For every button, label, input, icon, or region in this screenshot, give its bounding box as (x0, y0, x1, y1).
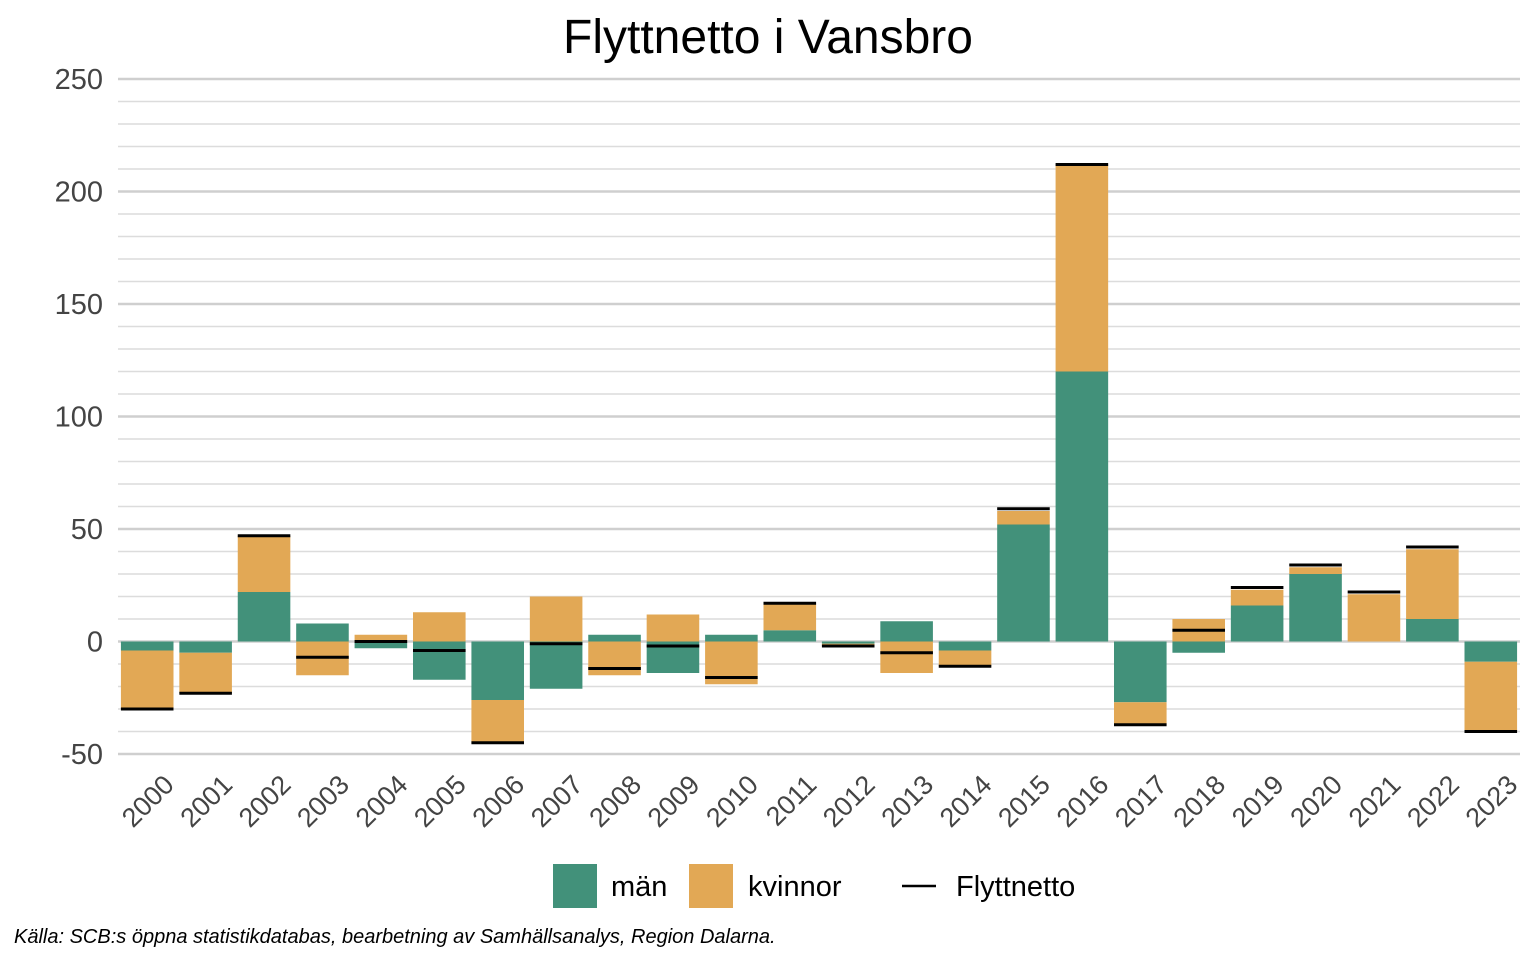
bar-segment (413, 641, 466, 680)
y-tick-label: 100 (55, 402, 103, 434)
bar-segment (1230, 605, 1284, 642)
x-tick-label: 2018 (1168, 769, 1232, 833)
bar-segment (821, 641, 875, 644)
bar-segment (938, 641, 992, 651)
bar-segment (1114, 641, 1167, 703)
x-tick-label: 2017 (1109, 769, 1173, 833)
bar-segment (1406, 549, 1459, 619)
net-markers (120, 163, 1518, 745)
bar-segment (354, 634, 408, 642)
bar-segment (120, 641, 174, 651)
bar-segment (296, 623, 349, 642)
x-tick-label: 2020 (1284, 769, 1348, 833)
bar-segment (237, 535, 291, 592)
x-axis-ticks: 2000200120022003200420052006200720082009… (116, 769, 1523, 833)
bar-segment (179, 652, 232, 694)
bar-segment (237, 592, 291, 642)
legend-swatch-kvinnor (689, 864, 733, 908)
bar-segment (1406, 619, 1459, 642)
bar-segment (1172, 641, 1225, 653)
bar-segment (471, 700, 524, 743)
x-tick-label: 2001 (174, 769, 238, 833)
x-tick-label: 2013 (875, 769, 939, 833)
x-tick-label: 2007 (525, 769, 589, 833)
legend-label-kvinnor: kvinnor (748, 871, 842, 903)
x-tick-label: 2022 (1401, 769, 1465, 833)
x-tick-label: 2023 (1460, 769, 1524, 833)
y-tick-label: 250 (55, 64, 103, 96)
bar-segment (880, 621, 933, 642)
y-tick-label: 0 (87, 627, 103, 659)
bar-segment (763, 603, 817, 631)
x-tick-label: 2009 (642, 769, 706, 833)
bar-segment (1289, 567, 1342, 574)
x-tick-label: 2005 (408, 769, 472, 833)
bar-segment (938, 650, 992, 667)
legend-label-flyttnetto: Flyttnetto (956, 871, 1075, 903)
x-tick-label: 2016 (1051, 769, 1115, 833)
bar-segment (354, 641, 408, 649)
source-caption: Källa: SCB:s öppna statistikdatabas, bea… (14, 926, 776, 948)
x-tick-label: 2008 (583, 769, 647, 833)
bar-segment (1055, 371, 1109, 642)
bar-segment (880, 641, 933, 673)
bar-segment (1114, 702, 1167, 725)
legend-label-man: män (611, 871, 667, 903)
legend-swatch-man (553, 864, 597, 908)
bar-segment (1055, 164, 1109, 372)
bar-segment (997, 511, 1050, 525)
bar-segment (529, 596, 583, 642)
bar-segment (588, 634, 641, 642)
x-tick-label: 2002 (233, 769, 297, 833)
bar-segment (529, 641, 583, 689)
legend: män kvinnor Flyttnetto (553, 864, 1075, 908)
bar-segment (646, 614, 700, 642)
x-tick-label: 2015 (992, 769, 1056, 833)
bar-segment (588, 641, 641, 676)
y-tick-label: 50 (71, 514, 103, 546)
bar-segment (705, 634, 758, 642)
x-tick-label: 2014 (934, 769, 998, 833)
x-tick-label: 2019 (1226, 769, 1290, 833)
x-tick-label: 2021 (1343, 769, 1407, 833)
y-axis-ticks: 250 200 150 100 50 0 -50 (55, 64, 103, 771)
bar-segment (1230, 589, 1284, 606)
bar-segment (179, 641, 232, 653)
bar-segment (997, 524, 1050, 642)
x-tick-label: 2006 (467, 769, 531, 833)
bar-segment (471, 641, 524, 700)
y-tick-label: -50 (61, 739, 103, 771)
x-tick-label: 2011 (760, 769, 822, 831)
y-tick-label: 200 (55, 177, 103, 209)
grid (118, 77, 1520, 756)
bar-segment (413, 612, 466, 642)
x-tick-label: 2010 (700, 769, 764, 833)
bar-segment (1289, 574, 1342, 642)
y-tick-label: 150 (55, 289, 103, 321)
bar-segment (1464, 661, 1518, 732)
x-tick-label: 2004 (350, 769, 414, 833)
bar-segment (120, 650, 174, 709)
x-tick-label: 2012 (817, 769, 881, 833)
bars (120, 164, 1518, 743)
bar-segment (763, 630, 817, 642)
bar-segment (1464, 641, 1518, 662)
bar-segment (1347, 594, 1401, 642)
chart-title: Flyttnetto i Vansbro (563, 11, 973, 64)
x-tick-label: 2000 (116, 769, 180, 833)
x-tick-label: 2003 (291, 769, 355, 833)
